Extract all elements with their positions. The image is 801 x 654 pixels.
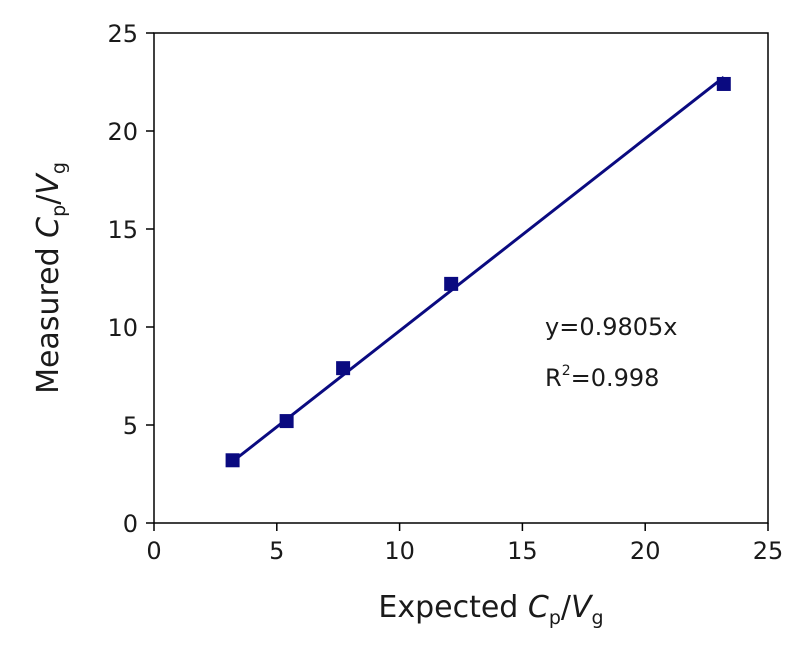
y-axis-title-prefix: Measured [31, 238, 66, 394]
r-squared-label: R2=0.998 [545, 363, 659, 392]
y-tick-label: 0 [123, 510, 138, 538]
data-point [225, 453, 240, 468]
x-tick-label: 20 [630, 537, 661, 565]
x-tick-label: 25 [753, 537, 784, 565]
x-axis-ticks: 0 5 10 15 20 25 [146, 523, 783, 565]
data-point [716, 76, 731, 91]
fit-layer [231, 75, 725, 463]
r-squared-value: =0.998 [571, 364, 660, 392]
data-point [279, 414, 294, 429]
y-tick-label: 5 [123, 412, 138, 440]
y-axis-title: Measured Cp/Vg [31, 162, 70, 394]
x-axis-title-slash: / [561, 590, 572, 625]
y-axis-title-var2: V [31, 172, 66, 195]
data-point [444, 276, 459, 291]
x-axis-title-sub1: p [549, 607, 561, 629]
x-axis-title-sub2: g [592, 607, 604, 629]
x-tick-label: 5 [269, 537, 284, 565]
y-tick-label: 15 [107, 216, 138, 244]
x-tick-label: 0 [146, 537, 161, 565]
x-axis-title-var2: V [571, 590, 594, 625]
y-axis-title-sub1: p [48, 205, 70, 217]
x-axis-title-var1: C [528, 590, 549, 625]
x-axis-title: Expected Cp/Vg [378, 590, 603, 629]
r-squared-prefix: R [545, 364, 562, 392]
x-axis-title-prefix: Expected [378, 590, 528, 625]
fit-line [231, 75, 725, 463]
fit-equation-label: y=0.9805x [545, 313, 678, 341]
y-tick-label: 20 [107, 118, 138, 146]
plot-frame [153, 32, 769, 524]
data-points [225, 76, 731, 468]
x-tick-label: 10 [384, 537, 415, 565]
y-axis-title-slash: / [31, 194, 66, 205]
y-tick-label: 25 [107, 20, 138, 48]
y-tick-label: 10 [107, 314, 138, 342]
y-axis-title-sub2: g [48, 162, 70, 174]
y-axis-ticks: 0 5 10 15 20 25 [107, 20, 154, 538]
y-axis-title-var1: C [31, 217, 66, 238]
data-point [336, 361, 351, 376]
x-tick-label: 15 [507, 537, 538, 565]
r-squared-superscript: 2 [562, 363, 571, 379]
